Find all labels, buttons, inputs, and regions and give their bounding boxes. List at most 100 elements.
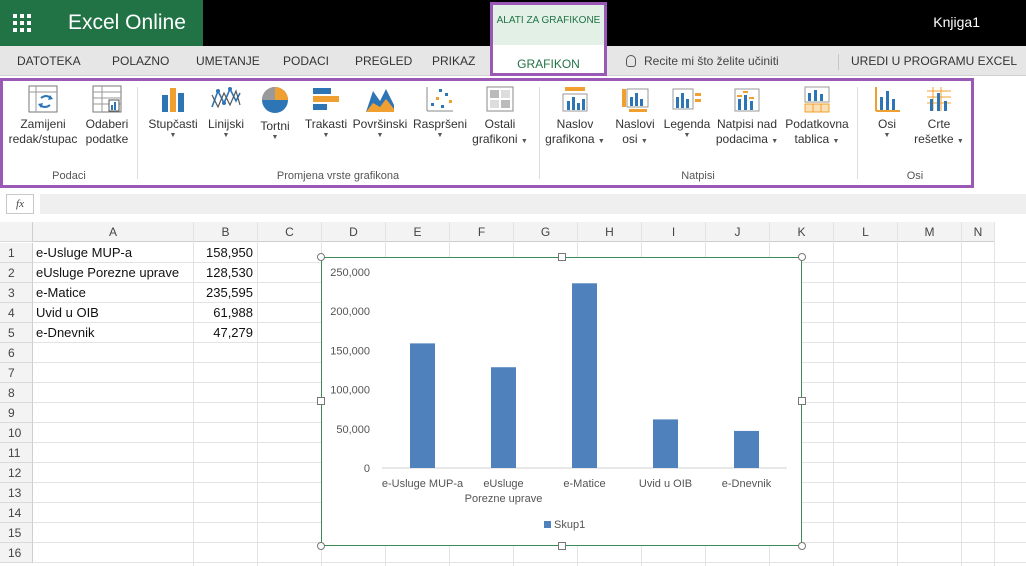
column-header-l[interactable]: L [834, 222, 898, 242]
other-charts-icon [486, 86, 514, 112]
chart[interactable]: 0 50,000 100,000 150,000 200,000 250,000 e-Usl… [321, 257, 802, 546]
row-header-3[interactable]: 3 [0, 283, 33, 303]
cell-b1[interactable]: 158,950 [206, 245, 253, 260]
data-labels-button[interactable]: Natpisi nad podacima ▼ [713, 85, 781, 149]
column-header-g[interactable]: G [514, 222, 578, 242]
tab-divider [838, 54, 839, 70]
data-table-button[interactable]: Podatkovna tablica ▼ [781, 85, 853, 149]
column-header-b[interactable]: B [194, 222, 258, 242]
cell-a5[interactable]: e-Dnevnik [36, 325, 95, 340]
row-header-4[interactable]: 4 [0, 303, 33, 323]
row-header-11[interactable]: 11 [0, 443, 33, 463]
cell-a1[interactable]: e-Usluge MUP-a [36, 245, 133, 260]
column-header-d[interactable]: D [322, 222, 386, 242]
row-header-7[interactable]: 7 [0, 363, 33, 383]
row-header-13[interactable]: 13 [0, 483, 33, 503]
tab-insert[interactable]: UMETANJE [196, 54, 260, 68]
dropdown-caret-icon: ▼ [640, 138, 648, 145]
cell-a4[interactable]: Uvid u OIB [36, 305, 99, 320]
row-header-1[interactable]: 1 [0, 243, 33, 263]
legend-swatch [544, 521, 551, 528]
column-header-c[interactable]: C [258, 222, 322, 242]
group-label-axes: Osi [906, 170, 924, 182]
button-label: Crte [927, 117, 951, 131]
row-header-8[interactable]: 8 [0, 383, 33, 403]
cell-b3[interactable]: 235,595 [206, 285, 253, 300]
chart-resize-handle[interactable] [798, 542, 806, 550]
select-all-corner[interactable] [0, 222, 33, 242]
column-header-h[interactable]: H [578, 222, 642, 242]
axes-button[interactable]: Osi ▼ [865, 85, 909, 140]
tab-file[interactable]: DATOTEKA [17, 54, 81, 68]
line-chart-button[interactable]: Linijski ▼ [203, 85, 249, 140]
area-chart-button[interactable]: Površinski ▼ [351, 85, 409, 140]
column-chart-button[interactable]: Stupčasti ▼ [143, 85, 203, 140]
cell-b4[interactable]: 61,988 [213, 305, 253, 320]
column-header-j[interactable]: J [706, 222, 770, 242]
cell-b5[interactable]: 47,279 [213, 325, 253, 340]
group-separator [137, 87, 138, 179]
cell-a2[interactable]: eUsluge Porezne uprave [36, 265, 180, 280]
edit-in-excel-button[interactable]: UREDI U PROGRAMU EXCEL [851, 54, 1018, 68]
pie-chart-button[interactable]: Tortni ▼ [251, 85, 299, 142]
column-header-a[interactable]: A [33, 222, 194, 242]
document-name[interactable]: Knjiga1 [933, 14, 980, 30]
gridlines-button[interactable]: Crte rešetke ▼ [911, 85, 967, 149]
column-header-i[interactable]: I [642, 222, 706, 242]
chart-resize-handle[interactable] [798, 397, 806, 405]
axis-titles-button[interactable]: Naslovi osi ▼ [609, 85, 661, 149]
other-charts-button[interactable]: Ostali grafikoni ▼ [469, 85, 531, 149]
row-header-6[interactable]: 6 [0, 343, 33, 363]
tab-data[interactable]: PODACI [283, 54, 330, 68]
legend-icon [672, 88, 701, 110]
column-header-e[interactable]: E [386, 222, 450, 242]
tab-review[interactable]: PREGLED [355, 54, 413, 68]
x-tick-label: e-Matice [563, 478, 605, 490]
dropdown-caret-icon: ▼ [520, 138, 528, 145]
chart-resize-handle[interactable] [317, 253, 325, 261]
button-label: Osi [878, 117, 896, 131]
button-label: Raspršeni [412, 117, 468, 131]
switch-row-column-icon [28, 85, 58, 113]
scatter-chart-button[interactable]: Raspršeni ▼ [411, 85, 469, 140]
bar-chart-button[interactable]: Trakasti ▼ [301, 85, 351, 140]
row-header-14[interactable]: 14 [0, 503, 33, 523]
chart-resize-handle[interactable] [798, 253, 806, 261]
y-tick-label: 150,000 [330, 345, 370, 357]
row-header-2[interactable]: 2 [0, 263, 33, 283]
row-header-12[interactable]: 12 [0, 463, 33, 483]
row-header-9[interactable]: 9 [0, 403, 33, 423]
column-header-n[interactable]: N [962, 222, 995, 242]
tab-home[interactable]: POLAZNO [112, 54, 170, 68]
chart-resize-handle[interactable] [317, 397, 325, 405]
chart-resize-handle[interactable] [558, 542, 566, 550]
tab-chart[interactable]: GRAFIKON [517, 57, 580, 71]
select-data-button[interactable]: Odaberi podatke [81, 85, 133, 147]
tell-me-box[interactable]: Recite mi što želite učiniti [626, 46, 779, 76]
button-label: tablica [794, 132, 830, 146]
ribbon: Zamijeni redak/stupac Odaberi podatke Po… [0, 78, 974, 188]
legend-button[interactable]: Legenda ▼ [661, 85, 713, 140]
cell-b2[interactable]: 128,530 [206, 265, 253, 280]
column-header-f[interactable]: F [450, 222, 514, 242]
tab-view[interactable]: PRIKAZ [432, 54, 476, 68]
column-header-k[interactable]: K [770, 222, 834, 242]
switch-row-column-button[interactable]: Zamijeni redak/stupac [5, 85, 81, 147]
cell-a3[interactable]: e-Matice [36, 285, 86, 300]
column-header-m[interactable]: M [898, 222, 962, 242]
dropdown-caret-icon: ▼ [436, 132, 444, 139]
dropdown-caret-icon: ▼ [956, 138, 964, 145]
group-separator [539, 87, 540, 179]
app-name[interactable]: Excel Online [46, 0, 203, 46]
row-header-15[interactable]: 15 [0, 523, 33, 543]
button-label: Naslov [556, 117, 594, 131]
row-header-10[interactable]: 10 [0, 423, 33, 443]
app-launcher-icon[interactable] [0, 0, 46, 46]
function-icon[interactable]: fx [6, 194, 34, 214]
chart-resize-handle[interactable] [317, 542, 325, 550]
row-header-5[interactable]: 5 [0, 323, 33, 343]
chart-resize-handle[interactable] [558, 253, 566, 261]
row-header-16[interactable]: 16 [0, 543, 33, 563]
chart-title-button[interactable]: Naslov grafikona ▼ [543, 85, 607, 149]
formula-input[interactable] [40, 194, 1026, 214]
